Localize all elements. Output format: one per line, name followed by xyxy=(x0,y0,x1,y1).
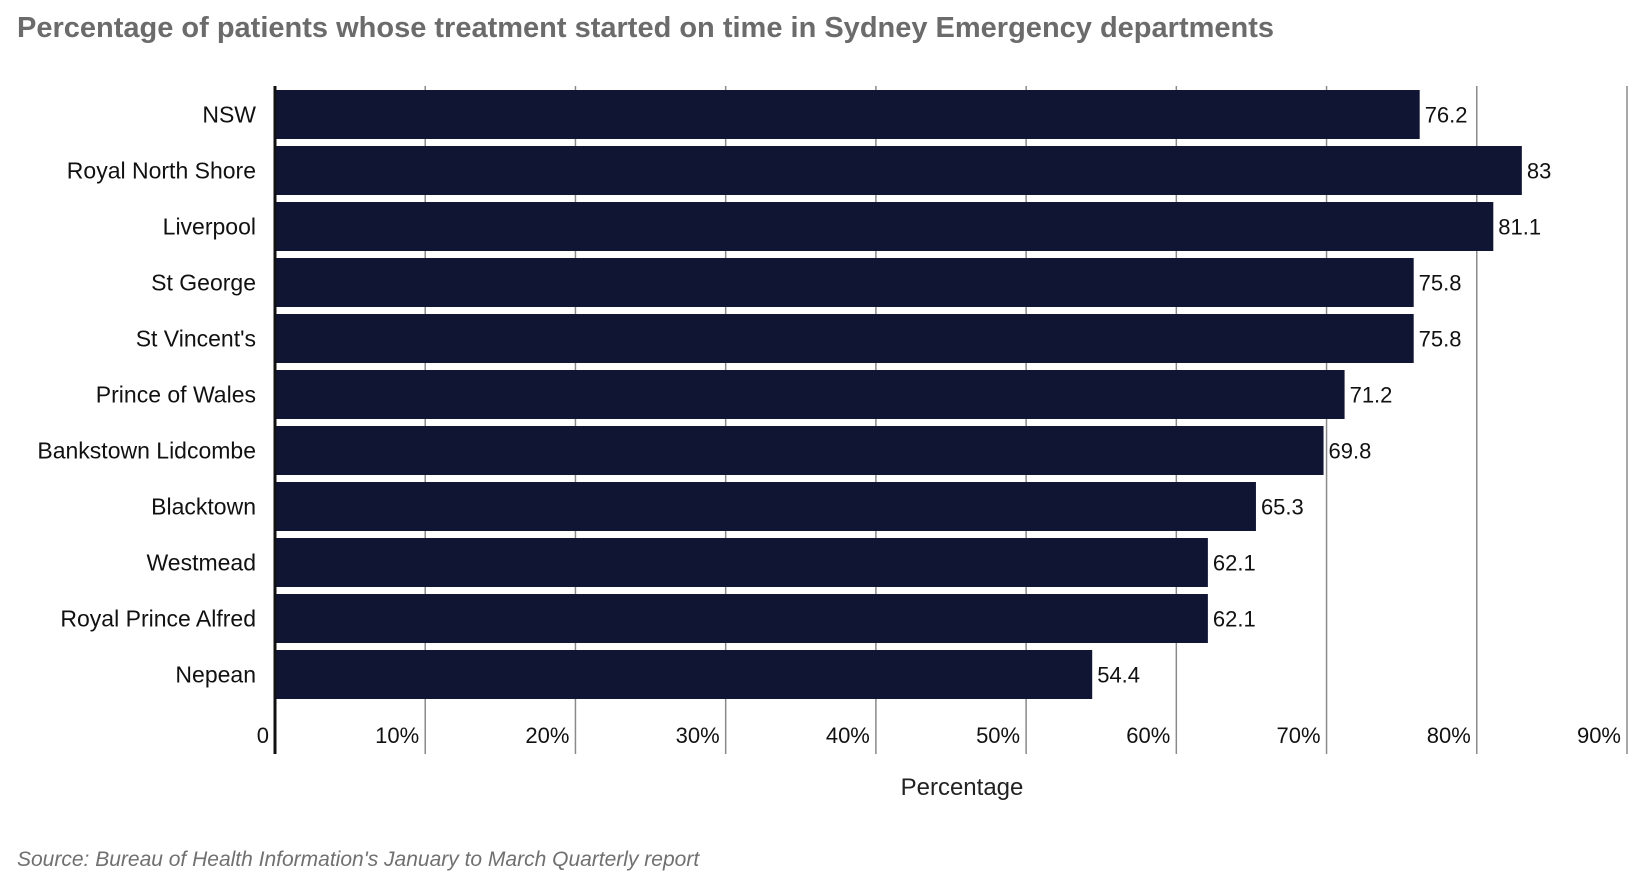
value-label: 71.2 xyxy=(1350,383,1393,408)
bar xyxy=(275,650,1093,699)
bar xyxy=(275,258,1414,307)
bar xyxy=(275,146,1522,195)
category-label: Blacktown xyxy=(151,494,256,520)
x-tick-label: 60% xyxy=(1126,723,1170,748)
chart-title: Percentage of patients whose treatment s… xyxy=(17,12,1275,44)
bar xyxy=(275,538,1208,587)
category-label: Prince of Wales xyxy=(96,382,256,408)
x-tick-label: 70% xyxy=(1277,723,1321,748)
category-label: St Vincent's xyxy=(136,326,256,352)
value-label: 65.3 xyxy=(1261,495,1304,520)
x-tick-label: 10% xyxy=(375,723,419,748)
value-label: 75.8 xyxy=(1419,271,1462,296)
value-label: 76.2 xyxy=(1425,103,1468,128)
bar xyxy=(275,426,1324,475)
bar xyxy=(275,202,1494,251)
bars xyxy=(275,90,1522,699)
source-note: Source: Bureau of Health Information's J… xyxy=(17,848,700,871)
x-tick-labels: 0 10% 20% 30% 40% 50% 60% 70% 80% 90% xyxy=(257,723,1621,748)
category-label: Nepean xyxy=(175,662,256,688)
x-tick-label: 0 xyxy=(257,723,269,748)
x-tick-label: 50% xyxy=(976,723,1020,748)
x-tick-label: 30% xyxy=(676,723,720,748)
category-label: Westmead xyxy=(146,550,256,576)
bar xyxy=(275,482,1256,531)
category-label: St George xyxy=(151,270,256,296)
bar xyxy=(275,314,1414,363)
value-label: 75.8 xyxy=(1419,327,1462,352)
value-label: 62.1 xyxy=(1213,551,1256,576)
value-label: 83 xyxy=(1527,159,1551,184)
category-labels: NSW Royal North Shore Liverpool St George St… xyxy=(37,102,256,688)
category-label: Royal Prince Alfred xyxy=(60,606,256,632)
bar xyxy=(275,370,1345,419)
gridlines xyxy=(424,86,1628,754)
x-axis-label: Percentage xyxy=(901,774,1024,801)
category-label: Liverpool xyxy=(163,214,256,240)
value-label: 81.1 xyxy=(1498,215,1541,240)
x-tick-label: 90% xyxy=(1577,723,1621,748)
value-label: 69.8 xyxy=(1329,439,1372,464)
value-label: 62.1 xyxy=(1213,607,1256,632)
bar xyxy=(275,90,1420,139)
value-label: 54.4 xyxy=(1097,663,1140,688)
bar xyxy=(275,594,1208,643)
x-tick-label: 20% xyxy=(525,723,569,748)
x-tick-label: 80% xyxy=(1427,723,1471,748)
x-tick-label: 40% xyxy=(826,723,870,748)
category-label: NSW xyxy=(202,102,256,128)
value-labels: 76.2 83 81.1 75.8 75.8 71.2 69.8 65.3 62.1 62.1 54… xyxy=(1097,103,1551,688)
category-label: Royal North Shore xyxy=(67,158,256,184)
category-label: Bankstown Lidcombe xyxy=(37,438,256,464)
